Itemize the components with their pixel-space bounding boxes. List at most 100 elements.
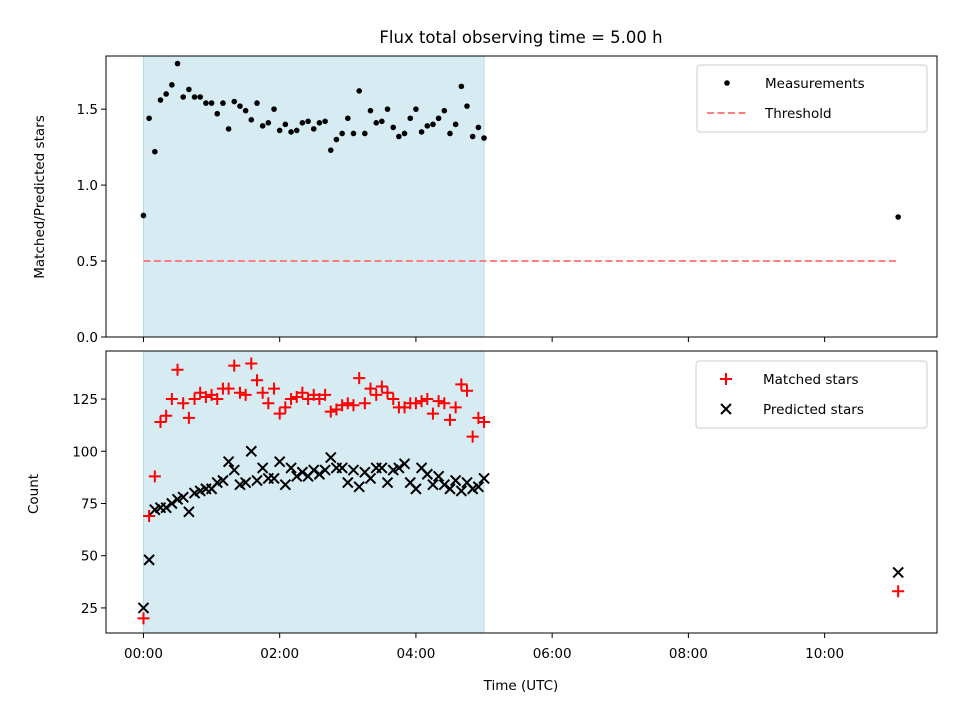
measurement-point — [322, 118, 328, 125]
y-tick-label: 75 — [81, 496, 98, 512]
matched-star-point — [160, 409, 173, 422]
predicted-star-point — [143, 554, 155, 566]
matched-star-point — [443, 413, 456, 426]
x-tick-label: 06:00 — [533, 646, 572, 662]
matched-star-point — [233, 386, 246, 399]
matched-star-point — [478, 416, 491, 429]
measurement-point — [441, 107, 448, 114]
matched-star-point — [199, 390, 212, 403]
matched-star-point — [358, 397, 371, 410]
predicted-star-point — [228, 464, 240, 476]
measurement-point — [339, 130, 345, 137]
predicted-star-point — [183, 506, 195, 518]
measurement-point — [435, 115, 442, 122]
matched-star-point — [421, 393, 434, 406]
x-tick-label: 00:00 — [124, 646, 163, 662]
matched-star-point — [137, 612, 150, 625]
predicted-star-point — [353, 481, 365, 493]
matched-star-point — [228, 359, 241, 372]
y-tick-label: 125 — [72, 392, 98, 408]
predicted-star-point — [319, 464, 331, 476]
matched-star-point — [279, 401, 292, 414]
matched-star-point — [892, 585, 905, 598]
measurement-point — [350, 130, 357, 137]
matched-star-point — [409, 397, 422, 410]
measurement-point — [180, 94, 186, 100]
top-panel: 0.0 0.5 1.0 1.5 Matched/Predicted stars Mea… — [32, 55, 938, 346]
predicted-star-point — [892, 566, 904, 579]
x-tick-label: 10:00 — [805, 646, 844, 662]
predicted-star-point — [376, 462, 388, 474]
matched-star-point — [273, 407, 286, 420]
predicted-star-point — [342, 476, 354, 489]
matched-star-point — [324, 405, 337, 418]
measurement-point — [157, 97, 164, 103]
matched-star-point — [319, 388, 332, 401]
matched-star-point — [296, 386, 309, 399]
matched-star-point — [347, 399, 360, 412]
measurement-point — [305, 118, 311, 125]
measurement-point — [163, 91, 169, 97]
predicted-star-point — [308, 464, 320, 476]
measurement-point — [333, 136, 340, 143]
measurement-point — [146, 115, 152, 122]
predicted-star-point — [177, 491, 189, 503]
measurement-point — [197, 94, 204, 100]
measurement-point — [316, 120, 323, 126]
bottom-y-axis-label: Count — [26, 474, 42, 514]
matched-star-point — [256, 386, 269, 399]
legend-label-predicted: Predicted stars — [763, 402, 864, 418]
legend-label-measurements: Measurements — [765, 76, 865, 92]
bottom-y-ticks: 25 50 75 100 125 — [72, 392, 106, 617]
matched-star-point — [375, 380, 388, 393]
predicted-star-point — [449, 474, 462, 487]
measurement-point — [390, 124, 397, 131]
matched-star-point — [387, 393, 400, 406]
matched-star-point — [381, 386, 394, 399]
matched-star-point — [268, 382, 281, 395]
measurement-point — [310, 126, 317, 132]
x-tick-label: 08:00 — [669, 646, 708, 662]
predicted-star-point — [347, 464, 360, 476]
matched-star-point — [211, 393, 224, 406]
measurement-point — [447, 130, 453, 137]
predicted-star-point — [438, 478, 451, 491]
predicted-star-point — [160, 501, 172, 514]
measurement-point — [174, 60, 181, 67]
predicted-star-point — [251, 474, 263, 487]
predicted-star-point — [296, 466, 309, 478]
measurement-point — [895, 214, 901, 220]
y-tick-label: 50 — [81, 549, 98, 565]
matched-star-point — [262, 397, 275, 410]
measurement-point — [203, 100, 209, 106]
predicted-star-point — [273, 456, 286, 468]
measurement-point — [452, 121, 459, 128]
measurement-point — [282, 121, 289, 128]
x-tick-label: 02:00 — [260, 646, 299, 662]
predicted-star-point — [245, 445, 257, 457]
measurement-point — [396, 133, 402, 140]
bottom-legend: Matched stars Predicted stars — [695, 360, 928, 429]
measurement-point — [248, 116, 255, 123]
predicted-star-point — [364, 472, 377, 485]
predicted-star-point — [285, 462, 297, 474]
predicted-star-point — [137, 602, 150, 614]
measurement-point — [373, 120, 380, 126]
legend-marker-predicted — [720, 403, 732, 415]
measurement-point — [401, 130, 408, 137]
predicted-star-point — [279, 478, 292, 491]
matched-star-point — [245, 357, 258, 370]
predicted-star-point — [166, 497, 178, 510]
measurement-point — [259, 123, 266, 129]
bottom-axes-frame — [105, 350, 938, 634]
measurement-point — [327, 147, 334, 153]
measurement-point — [191, 94, 198, 100]
chart-title: Flux total observing time = 5.00 h — [379, 28, 662, 47]
predicted-star-point — [427, 478, 439, 491]
measurement-point — [293, 127, 300, 134]
matched-star-point — [466, 430, 479, 443]
predicted-star-point — [325, 451, 337, 464]
matched-star-point — [143, 510, 156, 523]
measurement-point — [469, 133, 476, 140]
predicted-star-point — [421, 468, 434, 480]
